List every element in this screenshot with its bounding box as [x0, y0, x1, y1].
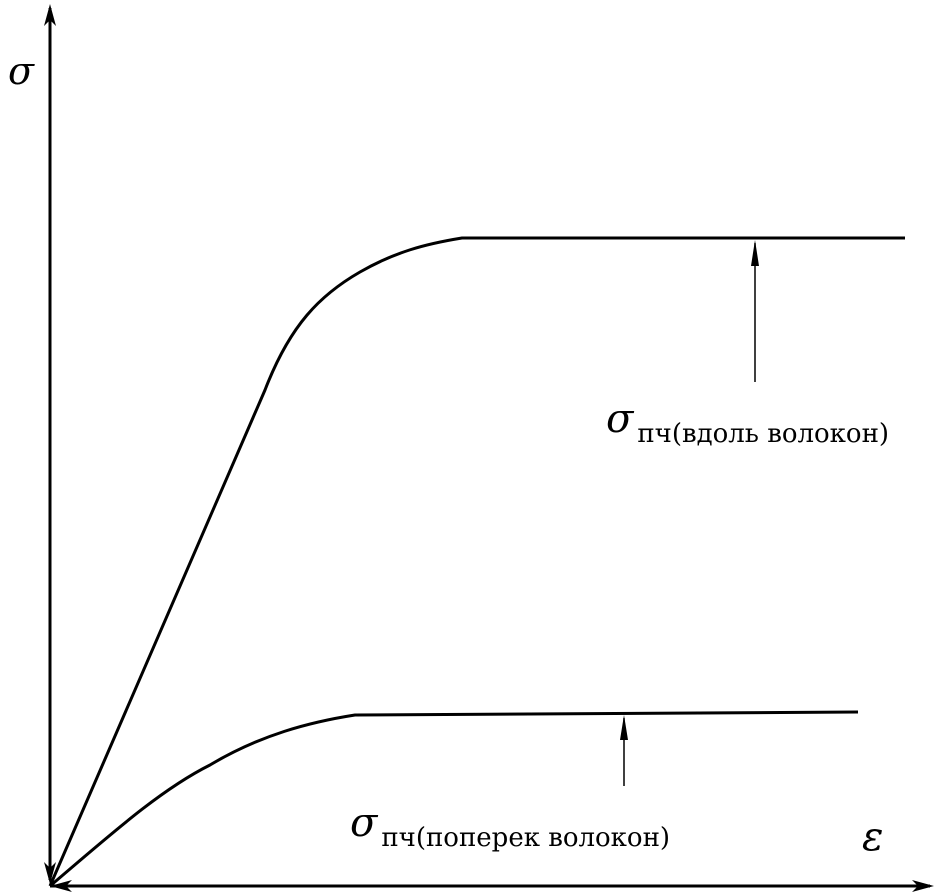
label-across-fibers: σ пч(поперек волокон): [350, 800, 670, 853]
arrow-along-fibers-head: [751, 240, 759, 266]
label-along-fibers-subscript: пч(вдоль волокон): [637, 419, 889, 449]
y-axis-arrow-bottom: [44, 862, 56, 884]
x-axis-arrow-right: [912, 880, 934, 892]
x-axis-label: ε: [862, 814, 883, 860]
curve-along-fibers: [48, 236, 905, 887]
arrow-across-fibers-head: [620, 715, 628, 740]
label-across-fibers-subscript: пч(поперек волокон): [381, 823, 670, 853]
y-axis-label: σ: [8, 49, 35, 93]
label-along-fibers-symbol: σ: [606, 396, 635, 442]
x-axis-arrow-left: [50, 880, 72, 892]
y-axis-arrow-top: [44, 4, 56, 26]
label-along-fibers: σ пч(вдоль волокон): [606, 396, 889, 449]
label-across-fibers-symbol: σ: [350, 800, 379, 846]
curve-across-fibers: [49, 710, 859, 888]
